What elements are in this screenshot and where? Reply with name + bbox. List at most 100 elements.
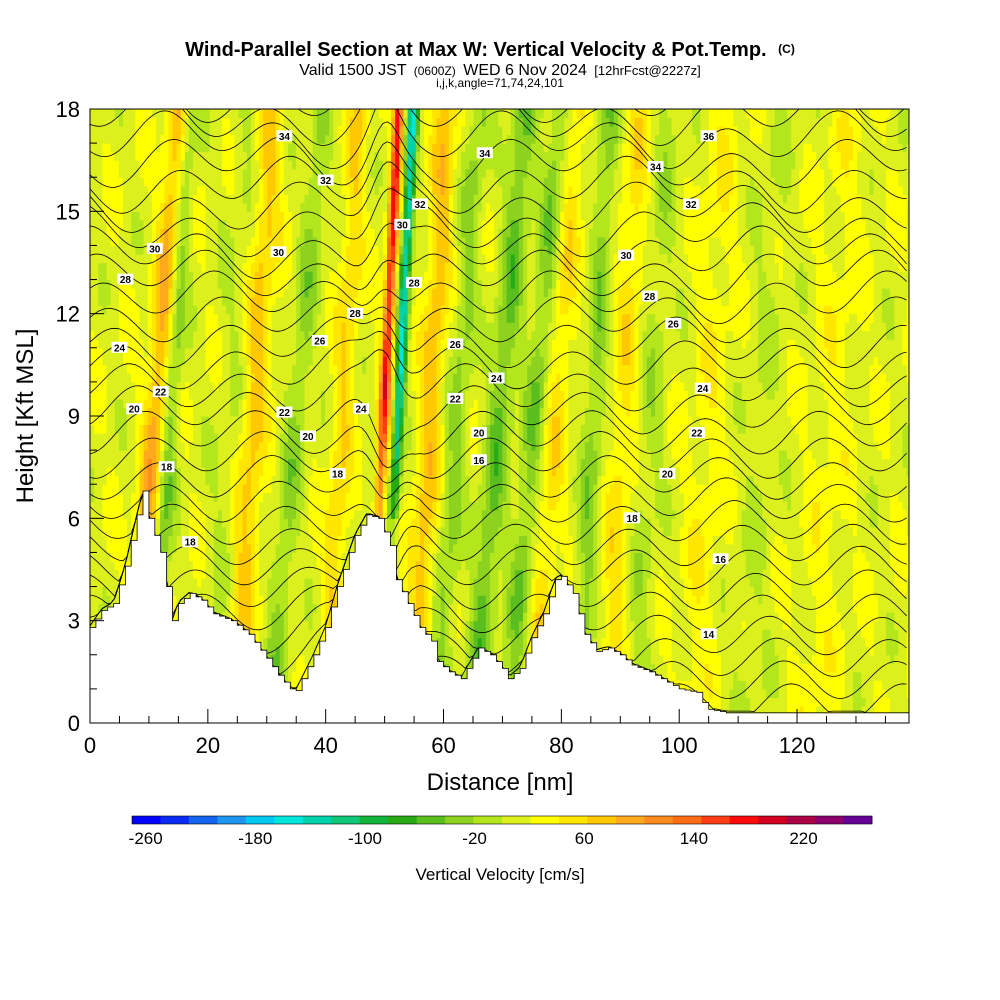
- velocity-cell: [102, 211, 108, 221]
- velocity-cell: [308, 629, 314, 639]
- velocity-cell: [275, 416, 281, 426]
- velocity-cell: [275, 279, 281, 289]
- velocity-cell: [308, 595, 314, 605]
- velocity-cell: [246, 202, 252, 212]
- velocity-cell: [110, 134, 116, 144]
- velocity-cell: [172, 356, 178, 366]
- velocity-cell: [279, 151, 285, 161]
- velocity-cell: [300, 202, 305, 212]
- velocity-cell: [341, 424, 347, 434]
- velocity-cell: [217, 501, 223, 511]
- velocity-cell: [168, 194, 174, 204]
- velocity-cell: [255, 475, 260, 485]
- velocity-cell: [94, 194, 99, 204]
- velocity-cell: [131, 322, 136, 332]
- velocity-cell: [114, 569, 120, 579]
- velocity-cell: [362, 185, 367, 195]
- velocity-cell: [341, 458, 347, 468]
- velocity-cell: [209, 339, 215, 349]
- velocity-cell: [292, 552, 297, 562]
- velocity-cell: [139, 168, 145, 178]
- velocity-cell: [300, 245, 305, 255]
- velocity-cell: [135, 254, 141, 264]
- velocity-cell: [296, 458, 301, 468]
- velocity-cell: [189, 390, 194, 400]
- velocity-cell: [325, 194, 330, 204]
- velocity-cell: [127, 416, 132, 426]
- velocity-cell: [267, 561, 273, 571]
- velocity-cell: [271, 552, 277, 562]
- velocity-cell: [131, 271, 136, 281]
- velocity-cell: [118, 296, 124, 306]
- velocity-cell: [131, 202, 136, 212]
- velocity-cell: [147, 271, 153, 281]
- velocity-cell: [106, 202, 112, 212]
- velocity-cell: [176, 109, 182, 119]
- velocity-cell: [156, 347, 161, 357]
- velocity-cell: [213, 381, 219, 391]
- velocity-cell: [263, 236, 268, 246]
- velocity-cell: [114, 390, 120, 400]
- velocity-cell: [197, 381, 202, 391]
- velocity-cell: [102, 509, 108, 519]
- velocity-cell: [296, 561, 301, 571]
- velocity-cell: [283, 117, 289, 127]
- velocity-cell: [370, 271, 376, 281]
- velocity-cell: [94, 160, 99, 170]
- velocity-cell: [325, 296, 330, 306]
- velocity-cell: [189, 305, 194, 315]
- velocity-cell: [345, 160, 351, 170]
- velocity-cell: [160, 347, 165, 357]
- velocity-cell: [238, 143, 244, 153]
- velocity-cell: [189, 578, 194, 588]
- velocity-cell: [246, 569, 252, 579]
- velocity-cell: [168, 219, 174, 229]
- velocity-cell: [366, 364, 371, 374]
- velocity-cell: [325, 347, 330, 357]
- velocity-cell: [176, 433, 182, 443]
- velocity-cell: [370, 501, 376, 511]
- velocity-cell: [271, 518, 277, 528]
- velocity-cell: [316, 305, 322, 315]
- velocity-cell: [127, 262, 132, 272]
- velocity-cell: [316, 151, 322, 161]
- velocity-cell: [366, 254, 371, 264]
- velocity-cell: [333, 518, 338, 528]
- velocity-cell: [98, 433, 103, 443]
- velocity-cell: [168, 492, 174, 502]
- velocity-cell: [143, 458, 149, 468]
- velocity-cell: [283, 637, 289, 647]
- velocity-cell: [110, 202, 116, 212]
- velocity-cell: [189, 381, 194, 391]
- velocity-cell: [106, 185, 112, 195]
- velocity-cell: [255, 381, 260, 391]
- velocity-cell: [255, 458, 260, 468]
- velocity-cell: [263, 381, 268, 391]
- velocity-cell: [242, 168, 248, 178]
- velocity-cell: [114, 134, 120, 144]
- velocity-cell: [94, 339, 99, 349]
- velocity-cell: [106, 450, 112, 460]
- velocity-cell: [226, 109, 231, 119]
- velocity-cell: [259, 160, 264, 170]
- velocity-cell: [308, 364, 314, 374]
- velocity-cell: [102, 134, 108, 144]
- velocity-cell: [296, 236, 301, 246]
- velocity-cell: [217, 211, 223, 221]
- velocity-cell: [147, 509, 153, 519]
- velocity-cell: [329, 211, 334, 221]
- velocity-cell: [168, 211, 174, 221]
- velocity-cell: [250, 450, 256, 460]
- velocity-cell: [156, 364, 161, 374]
- velocity-cell: [267, 364, 273, 374]
- velocity-cell: [345, 288, 351, 298]
- velocity-cell: [139, 296, 145, 306]
- velocity-cell: [143, 416, 149, 426]
- velocity-cell: [213, 509, 219, 519]
- velocity-cell: [184, 364, 190, 374]
- velocity-cell: [123, 561, 128, 571]
- velocity-cell: [160, 330, 165, 340]
- velocity-cell: [242, 433, 248, 443]
- velocity-cell: [94, 441, 99, 451]
- velocity-cell: [349, 356, 355, 366]
